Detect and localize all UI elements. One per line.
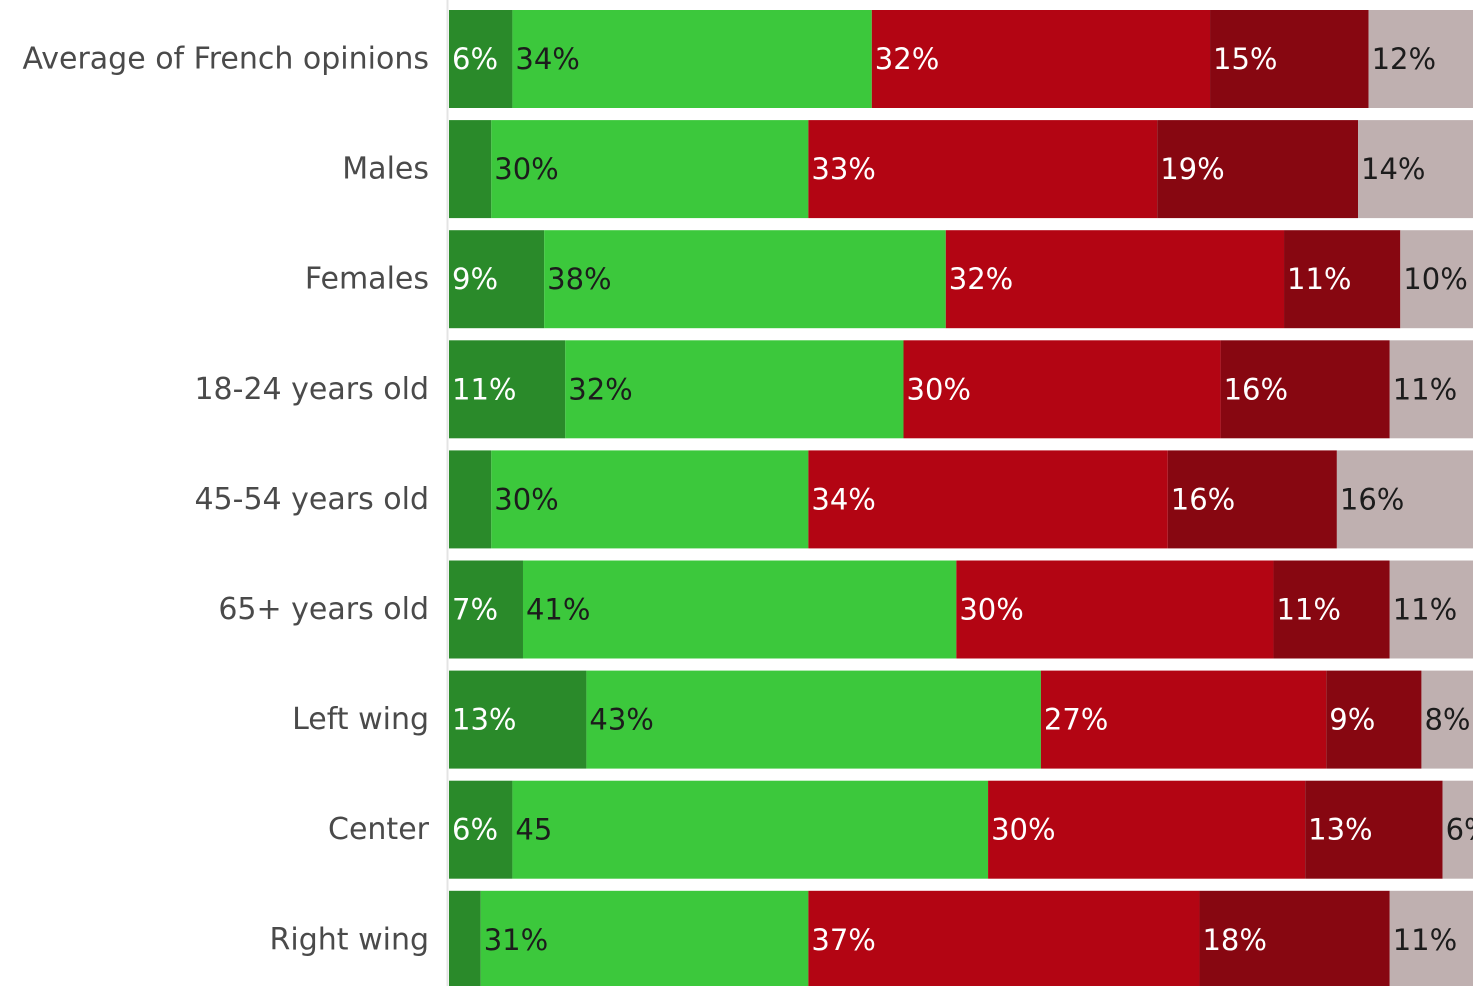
bar-segment (586, 670, 1041, 769)
bar-segment (1157, 120, 1359, 219)
data-label: 14% (1361, 152, 1425, 186)
bar-segment (1284, 230, 1401, 329)
category-label: Average of French opinions (22, 42, 429, 77)
bar-segment (1210, 10, 1369, 108)
data-label: 6% (452, 813, 498, 847)
bar-segment (1336, 450, 1473, 549)
data-label: 6% (1446, 813, 1473, 847)
data-label: 8% (1424, 703, 1470, 737)
data-label: 11% (452, 372, 516, 406)
data-label: 9% (452, 262, 498, 296)
data-label: 30% (494, 482, 558, 516)
category-label: 45-54 years old (194, 482, 429, 517)
category-label: Center (328, 812, 430, 847)
bar-segment (1305, 780, 1443, 879)
data-label: 11% (1393, 372, 1457, 406)
bar-segment (449, 670, 587, 769)
bars-group: 6% 34% 32% 15% 12% 30% 33% 19% 14% 9% 38% 32% 11% 10%… (449, 10, 1473, 986)
bar-segment (1389, 560, 1473, 659)
bar-segment (1220, 340, 1390, 439)
data-label: 38% (547, 262, 611, 296)
category-label: 65+ years old (218, 592, 429, 627)
data-label: 16% (1171, 482, 1235, 516)
bar-segment (945, 230, 1285, 329)
data-label: 31% (484, 923, 548, 957)
data-label: 16% (1340, 482, 1404, 516)
bar-segment (522, 560, 957, 659)
bar-segment (449, 230, 545, 329)
data-label: 11% (1276, 593, 1340, 627)
data-label: 30% (991, 813, 1055, 847)
data-label: 34% (811, 482, 875, 516)
data-label: 30% (959, 593, 1023, 627)
bar-segment (449, 890, 481, 986)
bar-segment (1389, 890, 1473, 986)
data-label: 18% (1202, 923, 1266, 957)
bar-segment (1167, 450, 1337, 549)
data-label: 13% (452, 703, 516, 737)
bar-segment (1358, 120, 1473, 219)
bar-segment (1199, 890, 1390, 986)
bar-segment (956, 560, 1274, 659)
data-label: 15% (1213, 42, 1277, 76)
bar-segment (1421, 670, 1473, 769)
data-label: 11% (1287, 262, 1351, 296)
bar-segment (565, 340, 904, 439)
data-label: 16% (1224, 372, 1288, 406)
bar-segment (449, 780, 513, 879)
data-label: 37% (811, 923, 875, 957)
data-label: 10% (1403, 262, 1467, 296)
bar-segment (491, 120, 809, 219)
data-label: 33% (811, 152, 875, 186)
bar-segment (480, 890, 809, 986)
bar-segment (544, 230, 946, 329)
data-label: 11% (1393, 923, 1457, 957)
category-label: Males (342, 152, 429, 187)
data-label: 11% (1393, 593, 1457, 627)
category-label: 18-24 years old (194, 372, 429, 407)
bar-segment (1442, 780, 1473, 879)
bar-segment (903, 340, 1221, 439)
bar-segment (491, 450, 809, 549)
bar-segment (449, 560, 523, 659)
bar-segment (512, 780, 989, 879)
data-label: 19% (1160, 152, 1224, 186)
category-label: Left wing (292, 702, 429, 737)
bar-segment (1273, 560, 1390, 659)
bar-segment (512, 10, 872, 108)
bar-segment (449, 450, 492, 549)
bar-segment (871, 10, 1211, 108)
category-label: Right wing (270, 922, 429, 957)
bar-segment (808, 450, 1168, 549)
bar-segment (1400, 230, 1473, 329)
bar-segment (808, 120, 1158, 219)
data-label: 9% (1329, 703, 1375, 737)
data-label: 32% (949, 262, 1013, 296)
category-labels-group: Average of French opinions Males Females 18… (22, 42, 429, 958)
data-label: 13% (1308, 813, 1372, 847)
bar-segment (1389, 340, 1473, 439)
data-label: 12% (1372, 42, 1436, 76)
bar-segment (1326, 670, 1422, 769)
data-label: 7% (452, 593, 498, 627)
bar-segment (449, 10, 513, 108)
data-label: 45 (515, 813, 552, 847)
category-label: Females (305, 262, 429, 297)
data-label: 41% (526, 593, 590, 627)
data-label: 30% (494, 152, 558, 186)
data-label: 43% (589, 703, 653, 737)
bar-segment (988, 780, 1306, 879)
data-label: 32% (875, 42, 939, 76)
bar-segment (1368, 10, 1473, 108)
data-label: 34% (515, 42, 579, 76)
bar-segment (808, 890, 1200, 986)
bar-segment (449, 340, 566, 439)
bar-segment (1040, 670, 1327, 769)
data-label: 27% (1044, 703, 1108, 737)
data-label: 30% (907, 372, 971, 406)
bar-segment (449, 120, 492, 219)
data-label: 32% (568, 372, 632, 406)
data-label: 6% (452, 42, 498, 76)
